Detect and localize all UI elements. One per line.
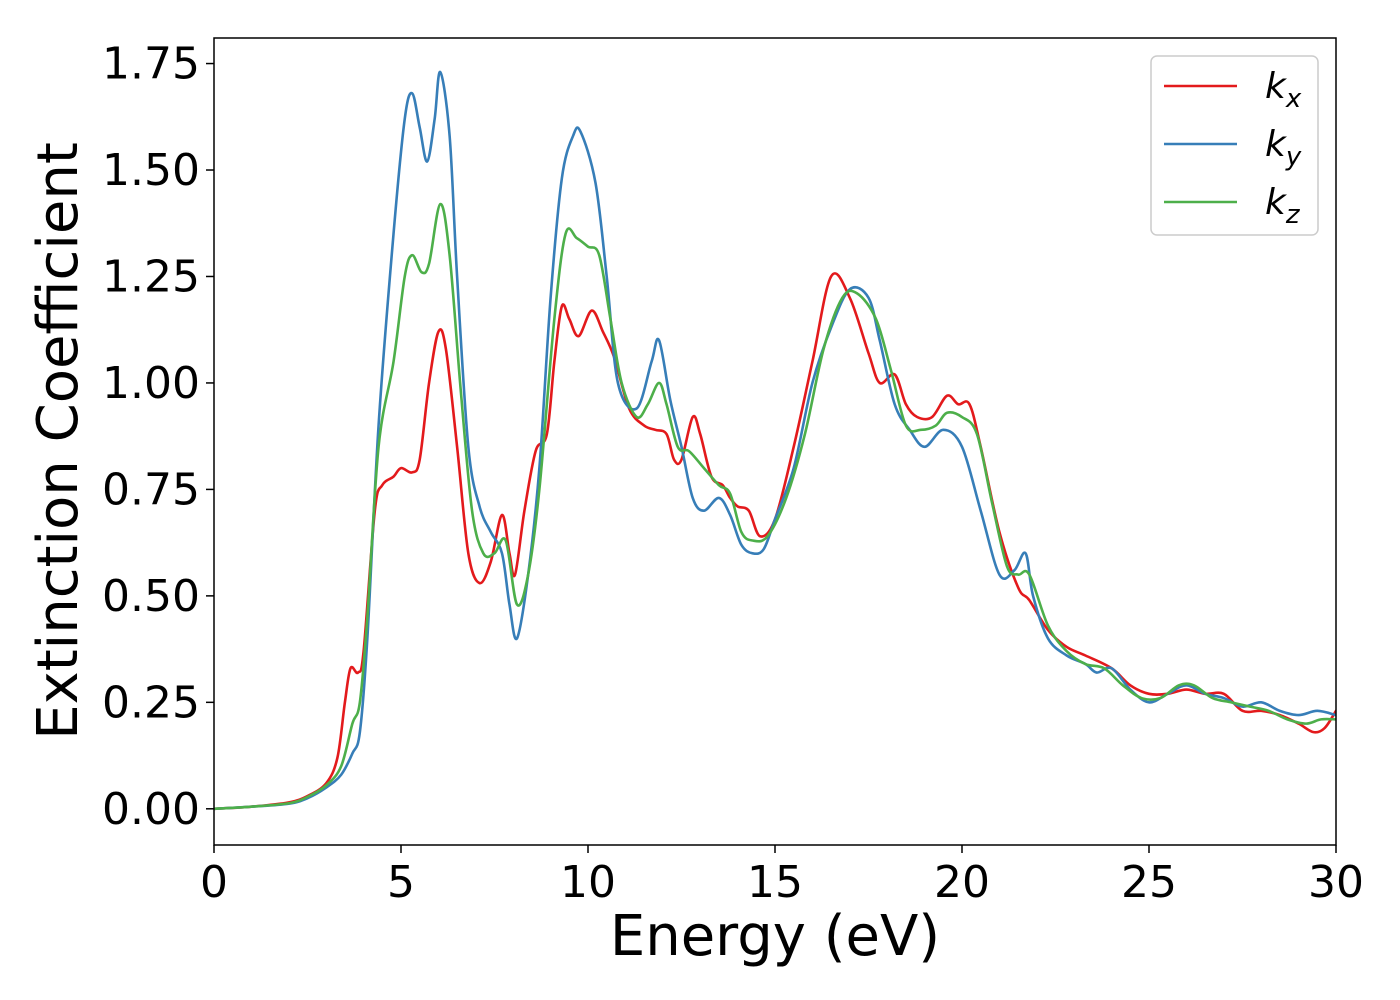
x-tick-label: 20 [934, 857, 990, 908]
x-tick-label: 10 [560, 857, 616, 908]
series-line-k-z [214, 202, 1336, 811]
legend-label-k-z: kz [1265, 182, 1301, 230]
y-tick-label: 1.50 [102, 145, 200, 196]
x-tick-label: 0 [200, 857, 228, 908]
x-tick-label: 15 [747, 857, 803, 908]
series-line-k-x [214, 272, 1336, 811]
x-tick-label: 30 [1308, 857, 1364, 908]
x-tick-label: 5 [387, 857, 415, 908]
y-tick-label: 0.50 [102, 571, 200, 622]
legend: kx ky kz [1150, 55, 1319, 236]
legend-label-k-x: kx [1265, 66, 1302, 114]
legend-label-k-y: ky [1265, 124, 1302, 172]
x-axis-label: Energy (eV) [610, 904, 940, 969]
y-tick-label: 1.00 [102, 358, 200, 409]
x-tick-label: 25 [1121, 857, 1177, 908]
y-tick-label: 0.00 [102, 784, 200, 835]
y-axis-label: Extinction Coefficient [26, 142, 91, 740]
y-tick-label: 1.75 [102, 39, 200, 90]
y-tick-label: 0.25 [102, 677, 200, 728]
legend-box [1150, 55, 1319, 236]
y-tick-label: 0.75 [102, 464, 200, 515]
y-tick-label: 1.25 [102, 251, 200, 302]
axis-ticks: 0 5 10 15 20 25 30 0.00 0.25 0.50 0.75 1.00 1.25 1.50… [102, 39, 1364, 908]
plot-lines [214, 70, 1336, 811]
